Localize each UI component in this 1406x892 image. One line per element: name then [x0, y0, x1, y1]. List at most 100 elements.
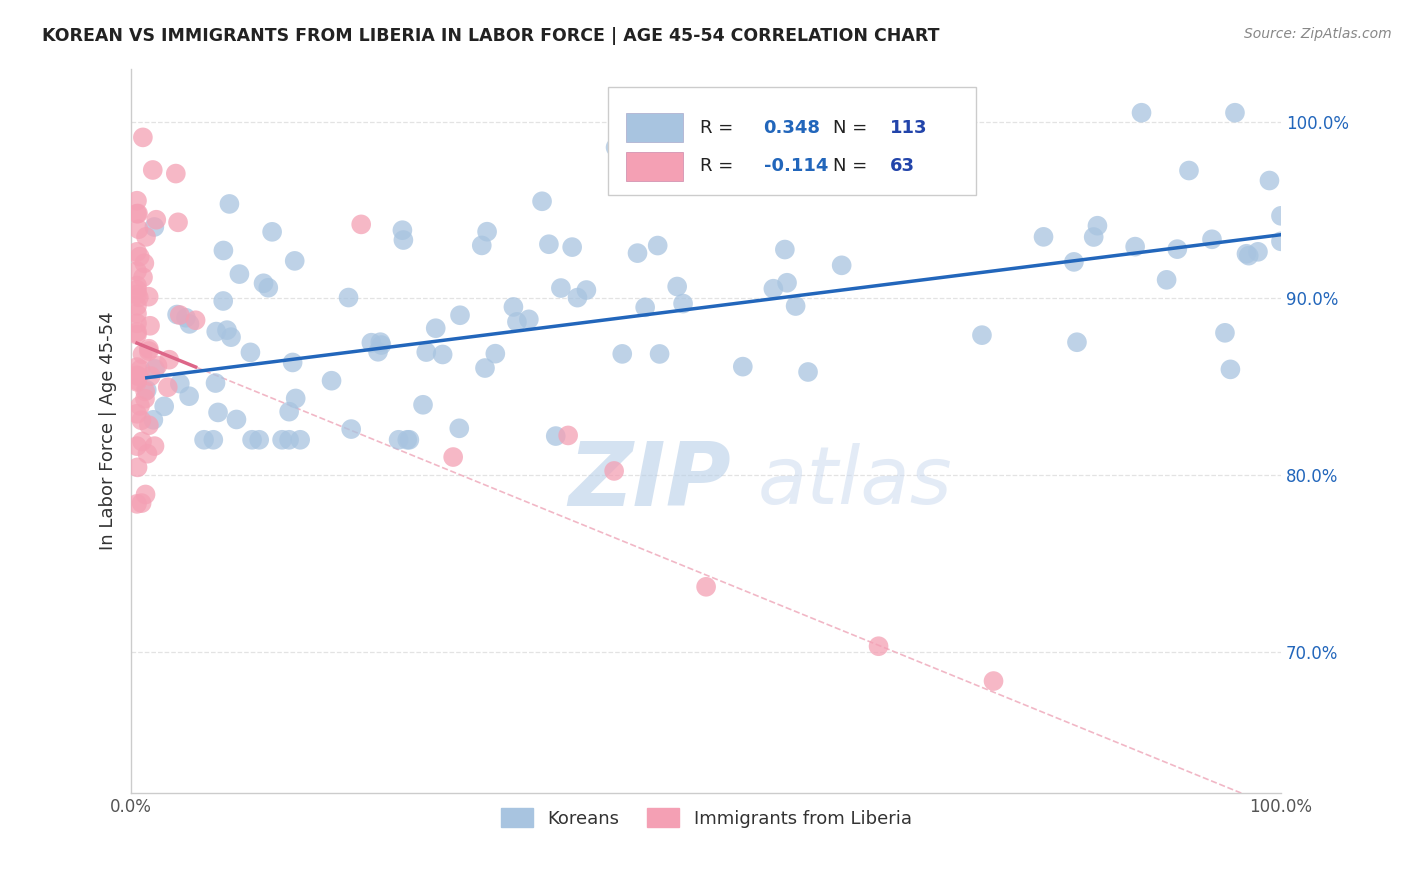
- Point: [143, 219, 166, 234]
- Point: [868, 639, 890, 653]
- Point: [167, 215, 190, 229]
- Point: [257, 281, 280, 295]
- Point: [169, 308, 191, 322]
- Point: [225, 412, 247, 426]
- Point: [139, 369, 162, 384]
- Point: [1130, 105, 1153, 120]
- Text: N =: N =: [832, 119, 873, 137]
- Point: [370, 338, 392, 352]
- Point: [412, 398, 434, 412]
- Point: [398, 433, 420, 447]
- Point: [557, 428, 579, 442]
- Point: [970, 328, 993, 343]
- Text: 63: 63: [890, 157, 915, 176]
- Point: [567, 291, 589, 305]
- Point: [506, 315, 529, 329]
- Point: [797, 365, 820, 379]
- Point: [340, 422, 363, 436]
- Point: [129, 399, 152, 413]
- Point: [169, 376, 191, 391]
- Point: [157, 352, 180, 367]
- Point: [125, 439, 148, 453]
- Point: [1236, 246, 1258, 260]
- Point: [125, 327, 148, 342]
- Point: [731, 359, 754, 374]
- Point: [134, 384, 156, 399]
- Point: [1258, 173, 1281, 187]
- Point: [129, 362, 152, 376]
- Point: [128, 250, 150, 264]
- Point: [131, 413, 153, 427]
- Point: [135, 230, 157, 244]
- Point: [271, 433, 294, 447]
- Point: [125, 194, 148, 208]
- Point: [1219, 362, 1241, 376]
- Point: [666, 279, 689, 293]
- Point: [138, 418, 160, 433]
- Point: [432, 347, 454, 361]
- Point: [672, 296, 695, 310]
- Point: [1223, 105, 1246, 120]
- Point: [441, 450, 464, 464]
- Point: [125, 287, 148, 301]
- Text: Source: ZipAtlas.com: Source: ZipAtlas.com: [1244, 27, 1392, 41]
- Point: [1178, 163, 1201, 178]
- Point: [193, 433, 215, 447]
- Point: [350, 218, 373, 232]
- Point: [239, 345, 262, 359]
- Y-axis label: In Labor Force | Age 45-54: In Labor Force | Age 45-54: [100, 311, 117, 550]
- Point: [396, 433, 419, 447]
- Point: [138, 290, 160, 304]
- Point: [125, 283, 148, 297]
- Point: [131, 434, 153, 449]
- Point: [531, 194, 554, 209]
- Point: [391, 223, 413, 237]
- Point: [502, 300, 524, 314]
- Point: [1032, 230, 1054, 244]
- Point: [125, 368, 148, 383]
- Point: [134, 256, 156, 270]
- Point: [561, 240, 583, 254]
- Point: [776, 276, 799, 290]
- Point: [360, 335, 382, 350]
- Point: [370, 335, 392, 350]
- Point: [125, 244, 148, 259]
- Point: [125, 299, 148, 313]
- Point: [184, 313, 207, 327]
- Text: 113: 113: [890, 119, 928, 137]
- Point: [415, 345, 437, 359]
- Point: [142, 163, 165, 178]
- Point: [252, 277, 274, 291]
- Point: [449, 421, 471, 435]
- Point: [127, 460, 149, 475]
- Point: [785, 299, 807, 313]
- Point: [474, 361, 496, 376]
- Point: [1201, 232, 1223, 246]
- Point: [284, 253, 307, 268]
- Point: [475, 225, 498, 239]
- Point: [1063, 255, 1085, 269]
- Point: [135, 383, 157, 397]
- Point: [143, 439, 166, 453]
- Point: [1270, 209, 1292, 223]
- Point: [337, 291, 360, 305]
- Point: [125, 278, 148, 293]
- Point: [550, 281, 572, 295]
- Point: [1166, 242, 1188, 256]
- Point: [484, 346, 506, 360]
- Point: [425, 321, 447, 335]
- Point: [605, 140, 627, 154]
- Point: [288, 433, 311, 447]
- Point: [392, 233, 415, 247]
- Point: [1213, 326, 1236, 340]
- Point: [132, 270, 155, 285]
- Point: [125, 207, 148, 221]
- Point: [218, 197, 240, 211]
- Point: [212, 244, 235, 258]
- Point: [219, 330, 242, 344]
- FancyBboxPatch shape: [609, 87, 976, 195]
- Point: [127, 369, 149, 384]
- Point: [134, 392, 156, 406]
- Point: [125, 375, 148, 389]
- Point: [215, 323, 238, 337]
